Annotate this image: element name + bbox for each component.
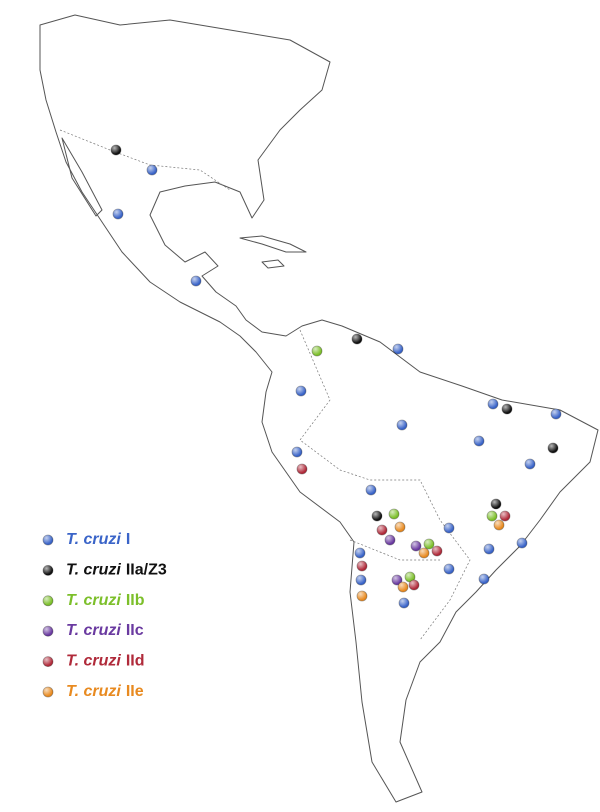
- legend-group: IIe: [126, 683, 144, 700]
- point-shine: [393, 344, 403, 354]
- point-shine: [357, 591, 367, 601]
- point-shine: [494, 520, 504, 530]
- coastline: [39, 14, 599, 803]
- legend-species: T. cruzi: [66, 531, 121, 548]
- point-shine: [500, 511, 510, 521]
- point-shine: [444, 523, 454, 533]
- point-shine: [397, 420, 407, 430]
- point-shine: [366, 485, 376, 495]
- point-shine: [355, 548, 365, 558]
- legend-group: IIc: [126, 622, 144, 639]
- point-shine: [296, 386, 306, 396]
- point-shine: [111, 145, 121, 155]
- point-shine: [43, 687, 53, 697]
- point-shine: [357, 561, 367, 571]
- legend-label: T. cruzi IId: [66, 653, 145, 670]
- point-shine: [392, 575, 402, 585]
- sample-points: [110, 144, 562, 609]
- point-shine: [525, 459, 535, 469]
- point-shine: [352, 334, 362, 344]
- point-shine: [444, 564, 454, 574]
- legend-group: IIb: [126, 592, 145, 609]
- point-shine: [389, 509, 399, 519]
- legend-species: T. cruzi: [66, 653, 121, 670]
- point-shine: [377, 525, 387, 535]
- legend-label: T. cruzi I: [66, 531, 130, 548]
- point-shine: [424, 539, 434, 549]
- legend-species: T. cruzi: [66, 622, 121, 639]
- point-shine: [372, 511, 382, 521]
- point-shine: [43, 656, 53, 667]
- legend-label: T. cruzi IIb: [66, 592, 145, 609]
- legend-species: T. cruzi: [66, 592, 121, 609]
- point-shine: [43, 535, 53, 545]
- point-shine: [405, 572, 415, 582]
- legend-group: I: [126, 531, 130, 548]
- point-shine: [43, 626, 53, 637]
- point-shine: [491, 499, 501, 509]
- legend-species: T. cruzi: [66, 683, 121, 700]
- point-shine: [488, 399, 498, 409]
- point-shine: [395, 522, 405, 532]
- point-shine: [484, 544, 494, 554]
- point-shine: [43, 565, 53, 576]
- legend-label: T. cruzi IIc: [66, 622, 144, 639]
- legend-group: IIa/Z3: [126, 562, 167, 579]
- point-shine: [292, 447, 302, 457]
- point-shine: [432, 546, 442, 556]
- point-shine: [191, 276, 201, 286]
- point-shine: [411, 541, 421, 551]
- point-shine: [517, 538, 527, 548]
- point-shine: [474, 436, 484, 446]
- point-shine: [297, 464, 307, 474]
- point-shine: [147, 165, 157, 175]
- point-shine: [548, 443, 558, 453]
- point-shine: [113, 209, 123, 219]
- point-shine: [43, 595, 53, 606]
- point-shine: [399, 598, 409, 608]
- point-shine: [385, 535, 395, 545]
- point-shine: [551, 409, 561, 419]
- borders: [59, 129, 471, 641]
- legend-label: T. cruzi IIe: [66, 683, 144, 700]
- legend-label: T. cruzi IIa/Z3: [66, 562, 167, 579]
- point-shine: [419, 548, 429, 558]
- point-shine: [409, 580, 419, 590]
- point-shine: [479, 574, 489, 584]
- legend-species: T. cruzi: [66, 562, 121, 579]
- legend-group: IId: [126, 653, 145, 670]
- point-shine: [487, 511, 497, 521]
- point-shine: [312, 346, 322, 356]
- point-shine: [356, 575, 366, 585]
- point-shine: [398, 582, 408, 592]
- point-shine: [502, 404, 512, 414]
